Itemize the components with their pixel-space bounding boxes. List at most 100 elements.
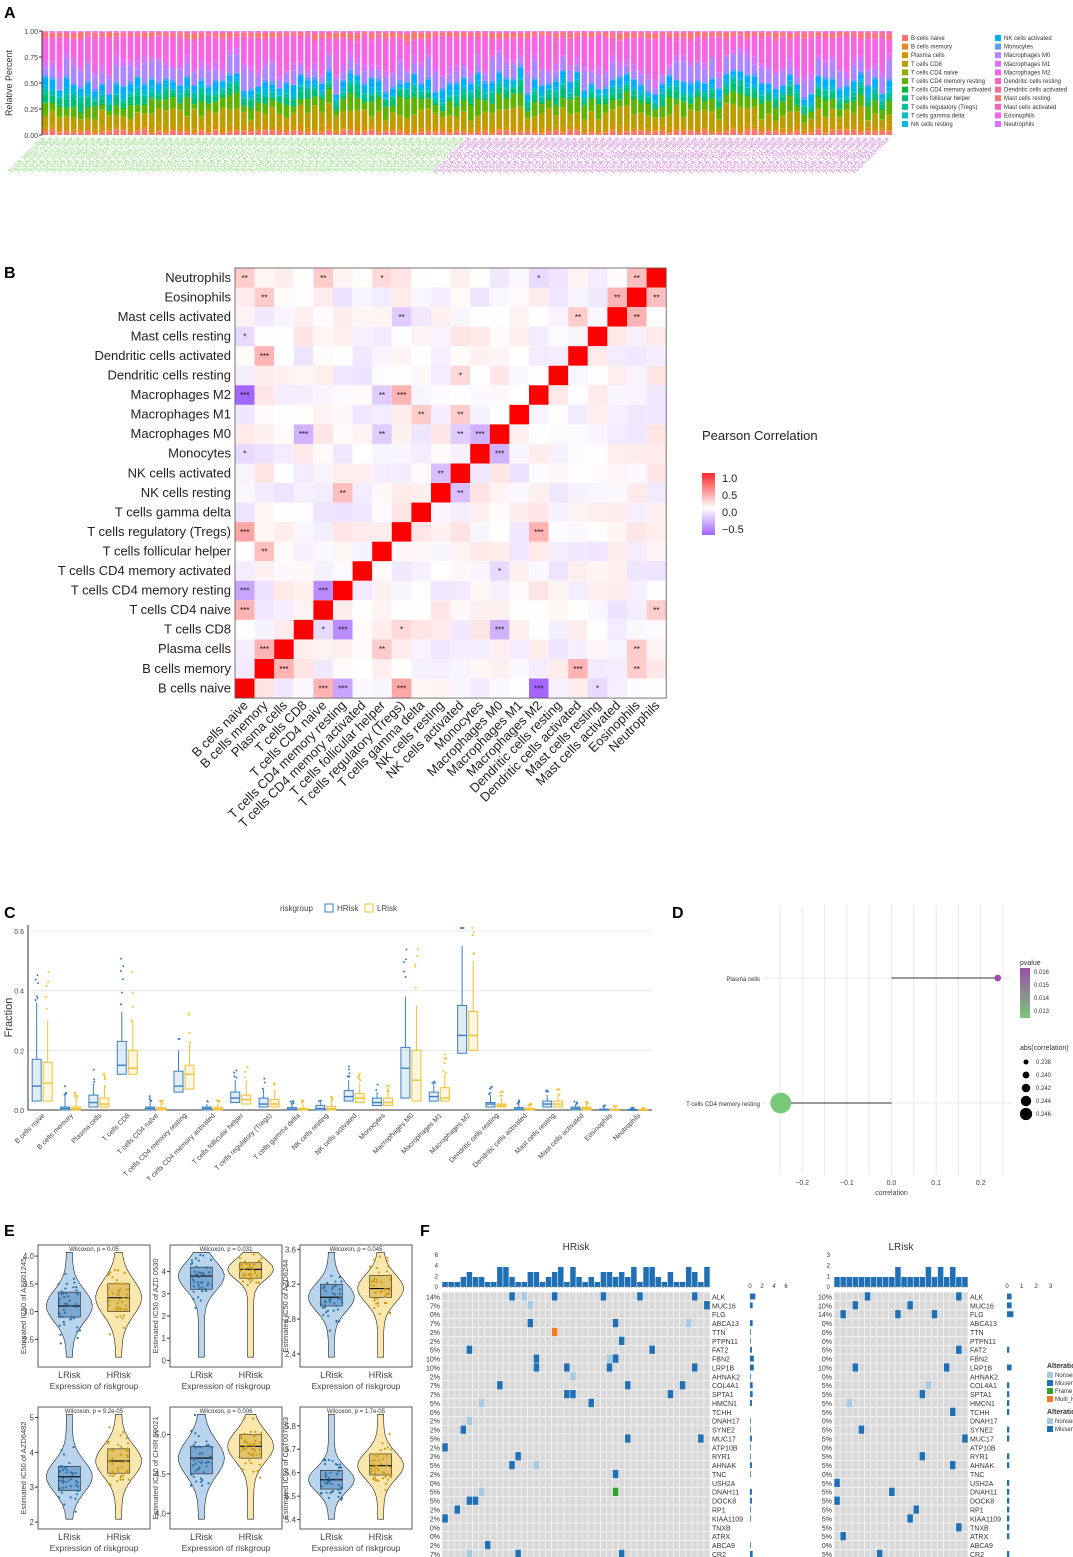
a-bar-segment xyxy=(680,131,687,135)
a-bar-segment xyxy=(510,107,517,126)
a-bar-segment xyxy=(567,37,573,39)
a-bar-segment xyxy=(772,32,779,34)
c-outlier xyxy=(92,1068,95,1071)
a-bar-segment xyxy=(184,31,191,32)
e-point xyxy=(59,1315,62,1318)
b-heat-cell xyxy=(391,522,412,542)
f-grid-cell xyxy=(582,1292,588,1301)
a-bar-segment xyxy=(517,32,524,34)
a-bar-segment xyxy=(822,99,829,101)
e-violin xyxy=(46,1414,93,1520)
a-bar-segment xyxy=(850,32,857,35)
a-bar-segment xyxy=(368,117,375,127)
b-heat-cell xyxy=(568,502,588,523)
a-bar-segment xyxy=(283,35,290,38)
a-bar-segment xyxy=(865,71,871,85)
a-bar-segment xyxy=(425,42,432,55)
a-bar-segment xyxy=(850,86,857,92)
a-bar-segment xyxy=(865,68,871,72)
a-bar-segment xyxy=(723,83,729,85)
b-heat-cell xyxy=(254,268,275,288)
a-bar-segment xyxy=(624,131,630,135)
e-point xyxy=(72,1445,75,1449)
a-bar-segment xyxy=(269,92,276,97)
e-point xyxy=(382,1477,385,1480)
f-top-bar xyxy=(631,1267,637,1287)
a-bar-segment xyxy=(631,31,637,33)
a-bar-segment xyxy=(219,38,226,40)
e-point xyxy=(253,1435,256,1438)
e-point xyxy=(331,1292,335,1295)
a-bar-segment xyxy=(233,48,240,55)
a-bar-segment xyxy=(148,32,155,37)
e-point xyxy=(205,1444,208,1447)
b-heat-cell xyxy=(568,483,588,503)
a-bar-segment xyxy=(397,36,403,38)
a-bar-segment xyxy=(737,53,744,70)
a-bar-segment xyxy=(815,125,822,129)
b-heat-cell xyxy=(470,502,490,523)
a-bar-segment xyxy=(439,105,446,111)
b-heat-cell xyxy=(627,659,647,679)
a-bar-segment xyxy=(524,119,531,130)
b-row-label-plasma-cells: Plasma cells xyxy=(158,641,231,656)
a-bar-segment xyxy=(574,58,581,65)
f-grid-cell xyxy=(637,1327,643,1337)
a-bar-segment xyxy=(70,38,77,40)
a-bar-segment xyxy=(77,37,84,39)
c-xtick-plasma-cells: Plasma cells xyxy=(71,1112,104,1145)
b-heat-cell xyxy=(587,659,608,679)
e-point xyxy=(200,1462,203,1465)
a-bar-segment xyxy=(716,99,722,100)
a-bar-segment xyxy=(687,42,694,62)
e-point xyxy=(380,1290,383,1293)
a-bar-segment xyxy=(219,88,226,90)
e-xtick-hrisk: HRisk xyxy=(107,1370,131,1380)
a-bar-segment xyxy=(163,111,169,130)
a-bar-segment xyxy=(127,105,134,119)
a-bar-segment xyxy=(546,33,552,35)
e-point xyxy=(65,1468,69,1472)
e-point xyxy=(128,1463,131,1466)
a-bar-segment xyxy=(659,32,666,35)
a-bar-segment xyxy=(468,32,474,34)
a-bar-segment xyxy=(772,39,779,43)
a-bar-segment xyxy=(546,89,552,94)
a-bar-segment xyxy=(602,129,609,132)
a-bar-segment xyxy=(170,89,176,93)
b-signif-mark: ** xyxy=(261,293,267,302)
c-outlier xyxy=(488,1093,491,1096)
a-bar-segment xyxy=(758,31,765,32)
e-frame xyxy=(299,1406,413,1530)
f-grid-cell xyxy=(612,1345,619,1354)
a-bar-segment xyxy=(411,83,417,85)
a-bar-segment xyxy=(737,108,744,127)
b-heat-cell xyxy=(274,443,294,464)
a-bar-segment xyxy=(219,93,226,97)
e-point xyxy=(65,1471,68,1474)
b-signif-mark: ** xyxy=(261,547,267,556)
a-bar-segment xyxy=(737,93,744,94)
b-heat-cell xyxy=(431,365,451,386)
a-bar-segment xyxy=(453,38,460,66)
a-bar-segment xyxy=(319,132,325,135)
a-bar-segment xyxy=(404,34,410,41)
b-heat-cell xyxy=(411,463,431,484)
a-bar-segment xyxy=(425,91,432,93)
f-top-bar xyxy=(521,1282,527,1287)
a-bar-segment xyxy=(92,132,98,134)
e-point xyxy=(119,1307,122,1310)
a-bar-segment xyxy=(765,65,772,71)
f-grid-cell xyxy=(545,1301,552,1310)
c-outlier xyxy=(348,1072,351,1075)
a-bar-segment xyxy=(361,109,368,111)
c-xtick-t-cells-regulatory-tregs: T cells regulatory (Tregs) xyxy=(214,1112,274,1172)
a-bar-segment xyxy=(553,91,559,97)
a-bar-segment xyxy=(262,32,269,34)
f-grid-cell xyxy=(497,1301,503,1310)
a-bar-segment xyxy=(843,71,850,79)
a-bar-segment xyxy=(397,64,403,80)
e-point xyxy=(192,1285,196,1288)
a-bar-segment xyxy=(609,110,616,124)
b-heat-cell xyxy=(529,365,549,386)
